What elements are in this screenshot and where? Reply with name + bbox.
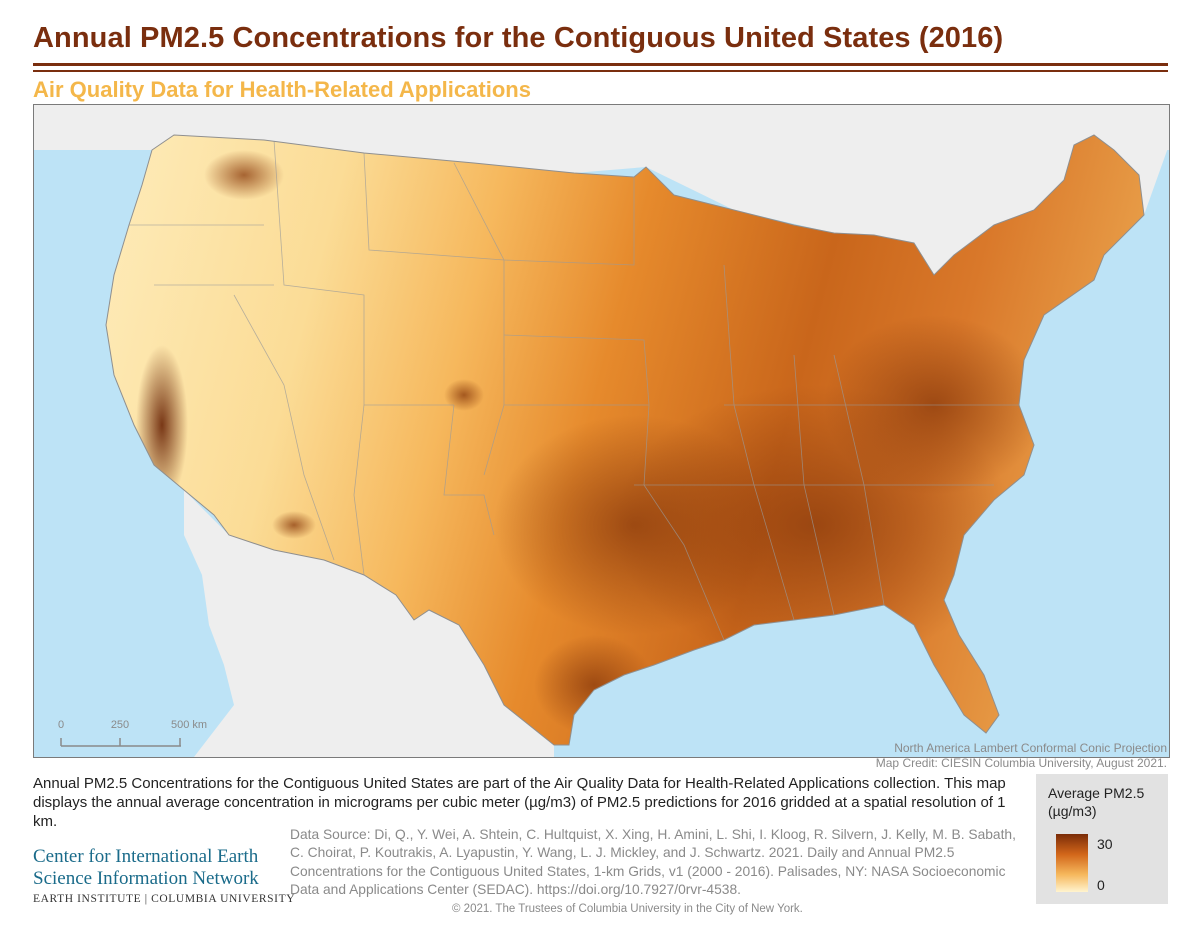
data-source-citation: Data Source: Di, Q., Y. Wei, A. Shtein, … (290, 827, 1016, 897)
scale-label-0: 0 (58, 719, 64, 731)
scale-label-250: 250 (111, 719, 129, 731)
legend: Average PM2.5 (µg/m3) 30 0 (1036, 774, 1168, 904)
scale-bar (60, 738, 181, 747)
map-credit: Map Credit: CIESIN Columbia University, … (875, 756, 1167, 770)
legend-title-line2: (µg/m3) (1048, 803, 1097, 819)
legend-max-label: 30 (1097, 836, 1113, 852)
legend-title: Average PM2.5 (µg/m3) (1048, 784, 1144, 820)
org-name-line1: Center for International Earth (33, 846, 259, 867)
baja-peninsula (194, 545, 279, 725)
org-name-line2: Science Information Network (33, 868, 259, 889)
mexico-land (184, 490, 554, 757)
legend-min-label: 0 (1097, 877, 1105, 893)
page-title: Annual PM2.5 Concentrations for the Cont… (33, 22, 1004, 54)
map-description: Annual PM2.5 Concentrations for the Cont… (33, 775, 1006, 830)
title-rule-thin (33, 70, 1168, 72)
org-affiliation: EARTH INSTITUTE | COLUMBIA UNIVERSITY (33, 893, 296, 905)
legend-color-ramp (1056, 834, 1088, 892)
legend-title-line1: Average PM2.5 (1048, 785, 1145, 801)
copyright-notice: © 2021. The Trustees of Columbia Univers… (452, 903, 803, 915)
title-rule-thick (33, 63, 1168, 66)
state-borders (129, 139, 1034, 641)
map-canvas: 0 250 500 km (34, 105, 1169, 757)
page-subtitle: Air Quality Data for Health-Related Appl… (33, 77, 531, 102)
scale-label-500: 500 km (171, 719, 207, 731)
ciesin-logo[interactable]: Center for International Earth Science I… (33, 846, 296, 905)
pm25-map[interactable]: 0 250 500 km (33, 104, 1170, 758)
projection-note: North America Lambert Conformal Conic Pr… (894, 741, 1167, 755)
canada-land-east (174, 105, 1169, 315)
